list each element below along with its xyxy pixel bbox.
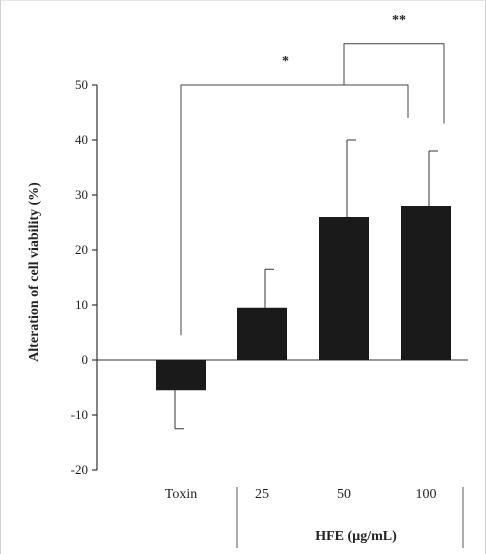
bar <box>237 307 287 360</box>
bar <box>319 217 369 360</box>
y-tick-label: -20 <box>71 462 88 477</box>
y-tick-label: 30 <box>75 187 88 202</box>
significance-bracket <box>180 84 409 336</box>
y-tick-label: 20 <box>75 242 88 257</box>
x-tick-label: 100 <box>416 487 437 502</box>
y-tick-label: 50 <box>75 77 88 92</box>
x-group-label: HFE (µg/mL) <box>315 529 397 544</box>
error-bars <box>174 139 438 430</box>
x-axis-labels: Toxin 25 50 100 <box>165 487 464 548</box>
bar <box>401 206 451 360</box>
y-tick-label: -10 <box>71 407 88 422</box>
y-axis-title: Alteration of cell viability (%) <box>27 182 42 362</box>
significance-bracket <box>343 43 445 124</box>
x-tick-label: 25 <box>255 487 269 502</box>
bars <box>156 206 451 391</box>
bar <box>156 360 206 391</box>
y-tick-label: 40 <box>75 132 88 147</box>
x-tick-label: Toxin <box>165 487 197 502</box>
significance-marker: * <box>282 54 289 69</box>
x-tick-label: 50 <box>337 487 351 502</box>
y-tick-label: 0 <box>82 352 89 367</box>
significance-brackets: *** <box>180 13 445 336</box>
y-tick-label: 10 <box>75 297 88 312</box>
significance-marker: ** <box>392 13 406 28</box>
